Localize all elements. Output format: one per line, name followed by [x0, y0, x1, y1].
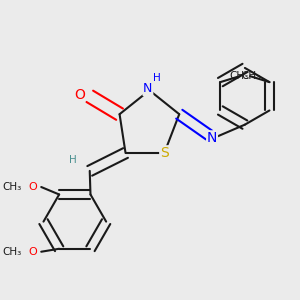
Text: CH₃: CH₃ — [229, 71, 249, 81]
Text: CH₃: CH₃ — [3, 247, 22, 257]
Text: H: H — [153, 74, 161, 83]
Text: H: H — [69, 155, 77, 165]
Text: S: S — [160, 146, 169, 160]
Text: CH₃: CH₃ — [241, 71, 260, 81]
Text: N: N — [143, 82, 153, 95]
Text: CH₃: CH₃ — [3, 182, 22, 192]
Text: O: O — [74, 88, 85, 102]
Text: N: N — [207, 131, 217, 145]
Text: O: O — [28, 182, 37, 192]
Text: O: O — [28, 247, 37, 257]
